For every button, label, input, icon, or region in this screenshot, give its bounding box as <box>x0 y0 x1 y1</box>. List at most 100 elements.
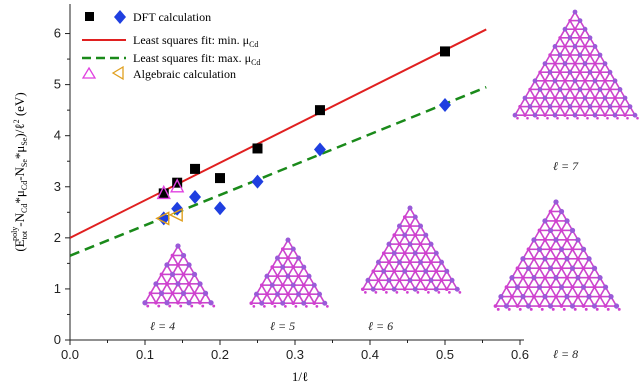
cluster-atom <box>532 78 538 84</box>
cluster-atom <box>552 44 558 49</box>
cluster-atom <box>547 265 554 271</box>
cluster-atom <box>312 301 317 305</box>
cluster-atom <box>583 113 587 117</box>
dft-square-point <box>215 173 225 184</box>
cluster-atom <box>157 304 161 308</box>
cluster-atom <box>602 284 609 290</box>
cluster-atom <box>285 237 291 243</box>
y-tick-label: 0 <box>54 332 61 347</box>
cluster-atom <box>548 247 553 252</box>
algebraic-triangle-up-point <box>170 178 185 193</box>
cluster-atom <box>553 199 559 205</box>
cluster-atom <box>551 307 555 311</box>
cluster-atom <box>307 292 311 296</box>
cluster-atom <box>295 255 302 261</box>
cluster-atom <box>146 304 150 308</box>
cluster-atom <box>626 116 629 120</box>
cluster-atom <box>537 304 542 308</box>
cluster-atom <box>573 27 577 31</box>
cluster-atom <box>557 87 563 92</box>
cluster-atom <box>572 112 578 118</box>
cluster-atom <box>381 251 386 255</box>
cluster-atom <box>540 307 544 311</box>
nanocluster-illustrations <box>142 9 639 311</box>
cluster-atom <box>526 116 529 120</box>
cluster-atom <box>581 304 586 308</box>
cluster-atom <box>190 304 194 308</box>
cluster-atom <box>538 104 542 109</box>
cluster-atom <box>613 96 617 100</box>
cluster-atom <box>387 260 391 264</box>
cluster-atom <box>458 291 462 294</box>
cluster-atom <box>301 283 306 287</box>
cluster-atom <box>433 250 439 256</box>
cluster-atom <box>613 303 620 309</box>
cluster-atom <box>548 209 553 214</box>
cluster-atom <box>578 104 582 109</box>
cluster-atom <box>542 61 548 66</box>
cluster-atom <box>180 252 187 259</box>
cluster-atom <box>402 268 408 274</box>
cluster-atom <box>407 277 413 283</box>
cluster-atom <box>584 307 588 311</box>
cluster-atom <box>181 272 186 277</box>
cluster-atom <box>274 255 281 261</box>
cluster-atom <box>572 44 578 49</box>
dft-square-point <box>252 143 263 154</box>
cluster-atom <box>270 265 275 269</box>
cluster-atom <box>522 95 528 101</box>
cluster-atom <box>448 291 451 294</box>
algebraic-triangle-left-point <box>155 211 170 226</box>
cluster-atom <box>558 36 562 40</box>
cluster-atom <box>507 307 511 311</box>
cluster-atom <box>612 78 618 84</box>
cluster-atom <box>597 52 603 58</box>
cluster-atom <box>587 104 593 109</box>
cluster-atom <box>606 307 610 311</box>
cluster-atom <box>423 232 429 238</box>
cluster-atom <box>176 263 180 267</box>
cluster-atom <box>315 304 319 308</box>
cluster-atom <box>577 52 583 58</box>
cluster-atom <box>593 96 597 100</box>
cluster-atom <box>618 104 622 109</box>
cluster-atom <box>538 70 542 74</box>
cluster-atom <box>542 218 548 224</box>
cluster-atom <box>623 113 627 117</box>
dft-diamond-point <box>251 174 264 189</box>
cluster-atom <box>316 291 323 297</box>
legend-marker-triangle-left <box>111 65 124 81</box>
struct-label-l7: ℓ = 7 <box>553 159 579 173</box>
cluster-atom <box>444 287 449 292</box>
cluster-atom <box>608 87 612 92</box>
cluster-atom <box>381 287 386 292</box>
cluster-atom <box>559 228 564 233</box>
cluster-atom <box>291 301 296 305</box>
cluster-atom <box>543 113 547 117</box>
cluster-atom <box>444 268 450 274</box>
cluster-atom <box>396 259 403 265</box>
fit-line-min-mu <box>70 28 487 239</box>
cluster-atom <box>597 87 603 92</box>
cluster-atom <box>371 269 376 273</box>
cluster-atom <box>532 294 536 299</box>
cluster-atom <box>515 304 520 308</box>
cluster-atom <box>598 294 602 299</box>
cluster-atom <box>259 283 264 287</box>
cluster-atom <box>201 304 205 308</box>
cluster-atom <box>311 282 317 288</box>
cluster-atom <box>412 214 418 220</box>
legend-text-fit-max: Least squares fit: max. μCd <box>133 51 260 67</box>
struct-label-l4: ℓ = 4 <box>150 319 175 333</box>
cluster-atom <box>397 242 402 246</box>
cluster-atom <box>592 44 598 49</box>
cluster-atom <box>270 301 275 305</box>
cluster-atom <box>573 307 577 311</box>
cluster-atom <box>510 294 514 299</box>
cluster-atom <box>295 291 302 297</box>
cluster-atom <box>154 300 158 305</box>
cluster-atom <box>573 61 577 66</box>
cluster-atom <box>518 104 522 109</box>
cluster-atom <box>153 281 159 287</box>
cluster-atom <box>433 286 439 292</box>
